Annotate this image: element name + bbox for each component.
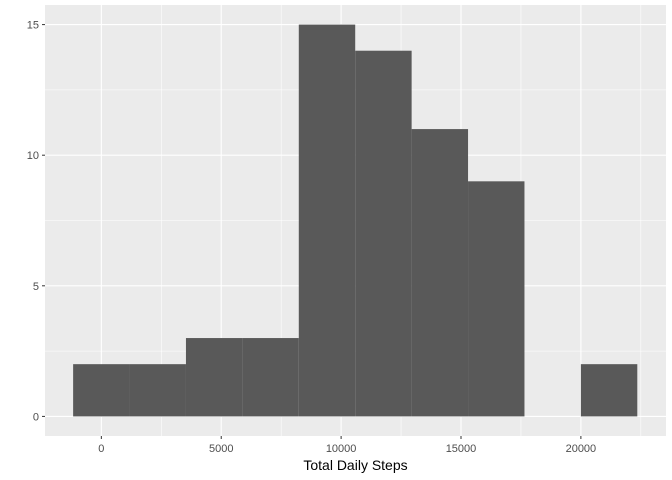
x-tick-label: 10000 [326,443,357,455]
histogram-bar [411,129,469,417]
histogram-bar [468,181,525,417]
x-tick-label: 15000 [446,443,477,455]
histogram-bar [129,364,186,417]
histogram-bar [580,364,638,417]
x-axis-title: Total Daily Steps [303,457,407,473]
y-tick-label: 0 [33,411,39,423]
histogram-bar [73,364,130,417]
x-tick-label: 0 [98,443,104,455]
histogram-bar [185,338,243,417]
y-tick-label: 10 [27,150,39,162]
y-tick-label: 15 [27,20,39,32]
histogram-bar [355,50,412,417]
x-tick-label: 5000 [209,443,233,455]
x-tick-label: 20000 [566,443,597,455]
histogram-bar [298,24,356,417]
histogram-bar [242,338,299,417]
y-tick-label: 5 [33,281,39,293]
